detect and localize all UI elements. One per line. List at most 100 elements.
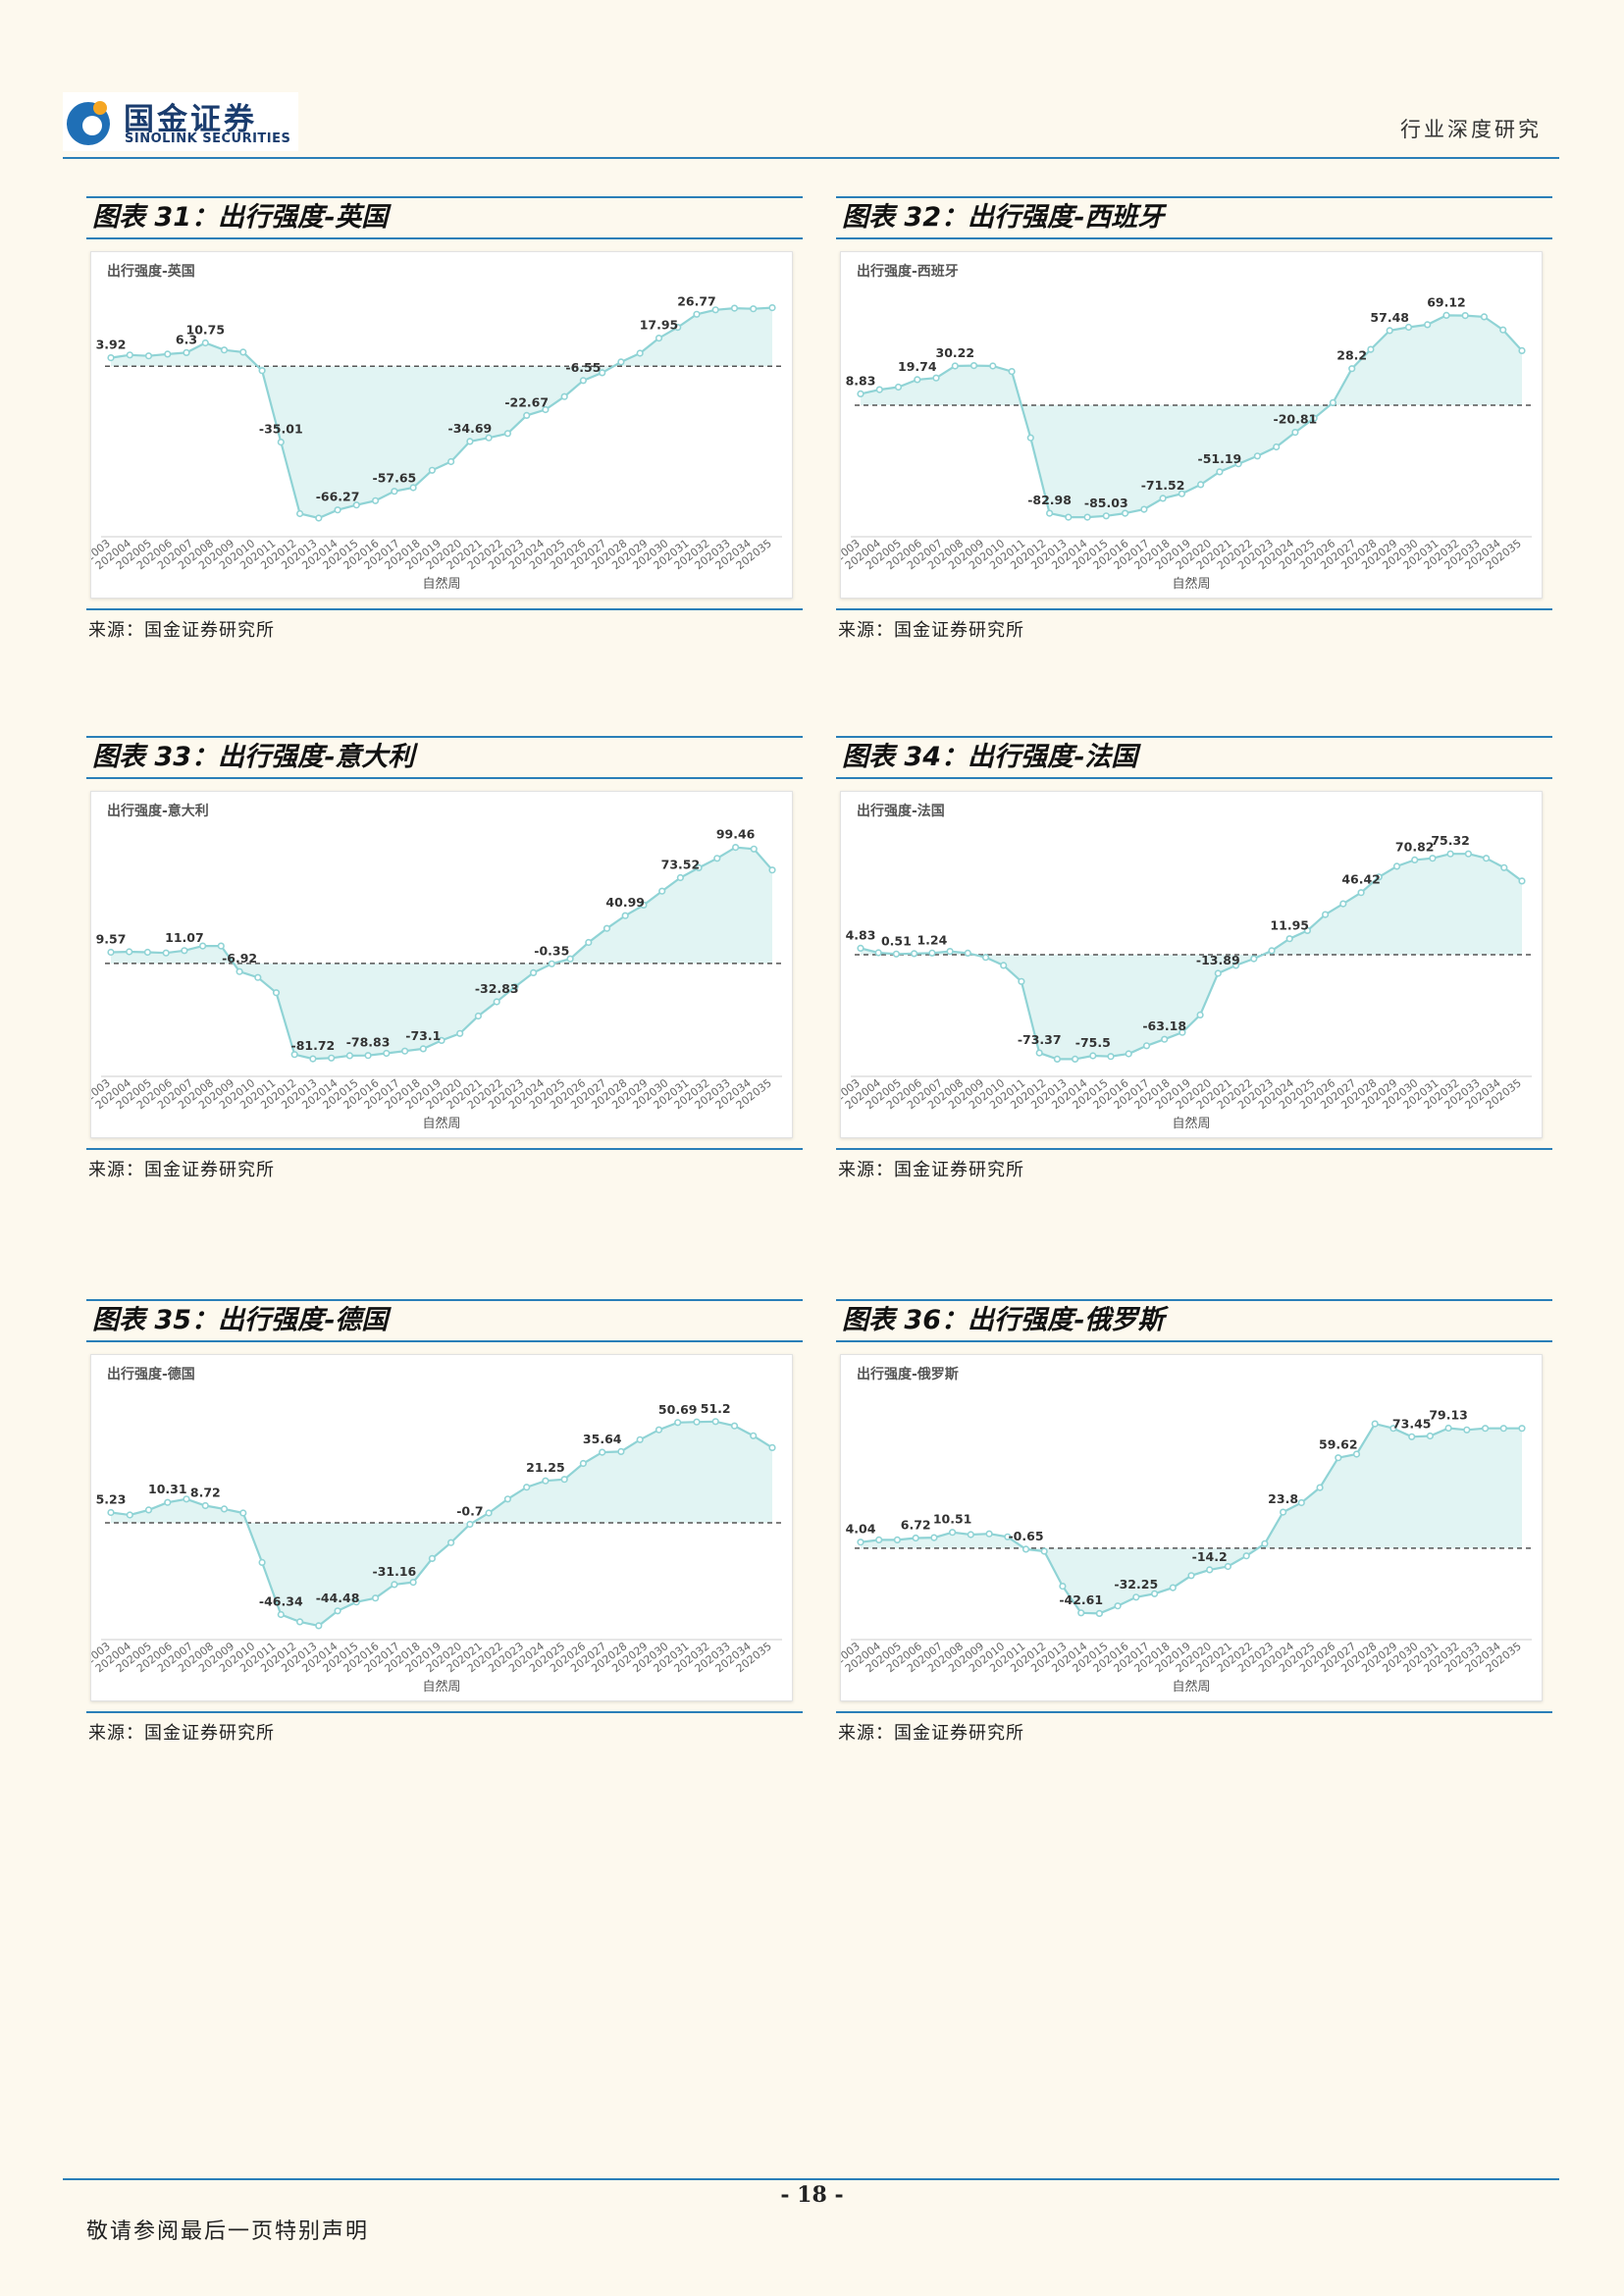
data-label: 57.48: [1370, 310, 1409, 325]
data-label: -81.72: [291, 1038, 336, 1053]
data-point: [1518, 877, 1526, 885]
figure-label: 图表: [92, 742, 145, 772]
data-point: [894, 383, 903, 391]
data-label: -35.01: [259, 422, 303, 437]
data-point: [1518, 346, 1526, 354]
data-point: [1132, 1593, 1140, 1601]
data-point: [893, 1536, 902, 1543]
data-label: 69.12: [1427, 294, 1466, 309]
data-point: [946, 948, 954, 956]
data-point: [930, 1534, 938, 1541]
data-label: 30.22: [936, 345, 975, 360]
data-point: [258, 367, 266, 375]
data-point: [239, 348, 247, 356]
data-point: [1375, 873, 1383, 881]
data-point: [674, 323, 682, 332]
page-header: 国金证券 SINOLINK SECURITIES 行业深度研究: [63, 92, 1559, 159]
chart-title: 出行强度-德国: [107, 1366, 195, 1383]
figure-34: 图表 34：出行强度-法国 出行强度-法国 4.83 0.51 1.24 -73.37-…: [836, 736, 1552, 1180]
data-point: [1102, 512, 1110, 520]
data-point: [560, 1476, 568, 1484]
figure-title: 图表 36：出行强度-俄罗斯: [836, 1299, 1552, 1342]
data-label: -42.61: [1059, 1592, 1103, 1607]
figure-source: 来源：国金证券研究所: [838, 1723, 1024, 1744]
data-point: [523, 1484, 531, 1491]
data-label: 23.8: [1268, 1491, 1298, 1506]
data-label: -0.65: [1008, 1529, 1043, 1543]
figure-title-text: 出行强度-法国: [967, 742, 1138, 772]
data-point: [236, 967, 243, 975]
data-point: [914, 376, 921, 384]
data-label: -82.98: [1027, 493, 1072, 507]
data-label: 19.74: [898, 359, 937, 374]
figure-source: 来源：国金证券研究所: [88, 1723, 275, 1744]
data-point: [419, 1045, 427, 1053]
data-point: [857, 1539, 864, 1546]
data-point: [258, 1558, 266, 1566]
x-axis-label: 自然周: [1172, 1116, 1210, 1131]
data-point: [1089, 1052, 1097, 1060]
data-point: [334, 1607, 341, 1615]
figure-title: 图表 34：出行强度-法国: [836, 736, 1552, 779]
figure-31: 图表 31：出行强度-英国 出行强度-英国 3.92 6.3 10.75 -35.01-…: [86, 196, 803, 641]
data-label: -57.65: [373, 471, 417, 486]
data-label: 73.52: [661, 858, 701, 872]
data-point: [875, 386, 883, 393]
chart-area-fill: [111, 307, 772, 518]
figure-source: 来源：国金证券研究所: [838, 1160, 1024, 1180]
data-point: [1224, 1562, 1232, 1571]
data-point: [969, 361, 978, 370]
data-point: [1463, 1426, 1471, 1434]
data-point: [1159, 495, 1167, 502]
data-point: [277, 439, 285, 446]
data-point: [126, 351, 133, 359]
data-point: [932, 374, 940, 382]
company-logo: 国金证券 SINOLINK SECURITIES: [63, 92, 298, 151]
data-point: [1206, 1566, 1214, 1574]
data-label: 3.92: [96, 338, 127, 352]
data-point: [693, 310, 701, 318]
data-point: [695, 863, 703, 871]
figure-label: 图表: [842, 202, 895, 233]
data-label: -14.2: [1192, 1549, 1228, 1564]
data-point: [617, 1447, 625, 1455]
area-chart: 出行强度-意大利 9.57 11.07 -6.92 -81.72 -78.83 -73.1 -…: [91, 803, 782, 1131]
data-label: 50.69: [658, 1402, 698, 1417]
data-point: [372, 496, 380, 504]
document-type: 行业深度研究: [1400, 118, 1542, 141]
data-label: 26.77: [677, 293, 716, 308]
data-point: [1000, 962, 1008, 969]
data-label: 4.04: [846, 1522, 876, 1537]
data-label: 28.2: [1336, 348, 1367, 363]
data-label: 8.72: [190, 1486, 221, 1500]
data-point: [1231, 962, 1240, 969]
x-axis-label: 自然周: [1172, 1679, 1210, 1695]
figure-label: 图表: [92, 202, 145, 233]
data-point: [636, 349, 644, 357]
data-point: [1389, 1425, 1397, 1433]
data-label: 8.83: [846, 373, 876, 388]
data-label: -78.83: [346, 1035, 391, 1050]
data-point: [1273, 443, 1281, 451]
data-label: -63.18: [1142, 1018, 1186, 1033]
data-label: 70.82: [1395, 839, 1435, 854]
data-point: [912, 1534, 919, 1542]
data-point: [542, 405, 550, 414]
logo-mark-icon: [67, 101, 110, 145]
data-point: [254, 973, 262, 981]
figure-source: 来源：国金证券研究所: [838, 620, 1024, 641]
area-chart: 出行强度-德国 5.23 10.31 8.72 -46.34 -44.48 -31.16 -0…: [91, 1366, 782, 1695]
data-point: [1253, 452, 1262, 460]
data-point: [364, 1052, 372, 1060]
figure-32: 图表 32：出行强度-西班牙 出行强度-西班牙 8.83 19.74 30.22 -82…: [836, 196, 1552, 641]
data-point: [1499, 326, 1507, 334]
data-point: [1348, 365, 1356, 373]
data-label: 0.51: [881, 933, 912, 948]
data-label: 6.72: [901, 1518, 931, 1533]
chart-card: 出行强度-意大利 9.57 11.07 -6.92 -81.72 -78.83 -73.1 -…: [90, 791, 793, 1138]
data-point: [1268, 947, 1276, 955]
data-point: [1242, 1552, 1250, 1560]
data-point: [345, 1052, 354, 1060]
data-point: [1285, 935, 1293, 943]
